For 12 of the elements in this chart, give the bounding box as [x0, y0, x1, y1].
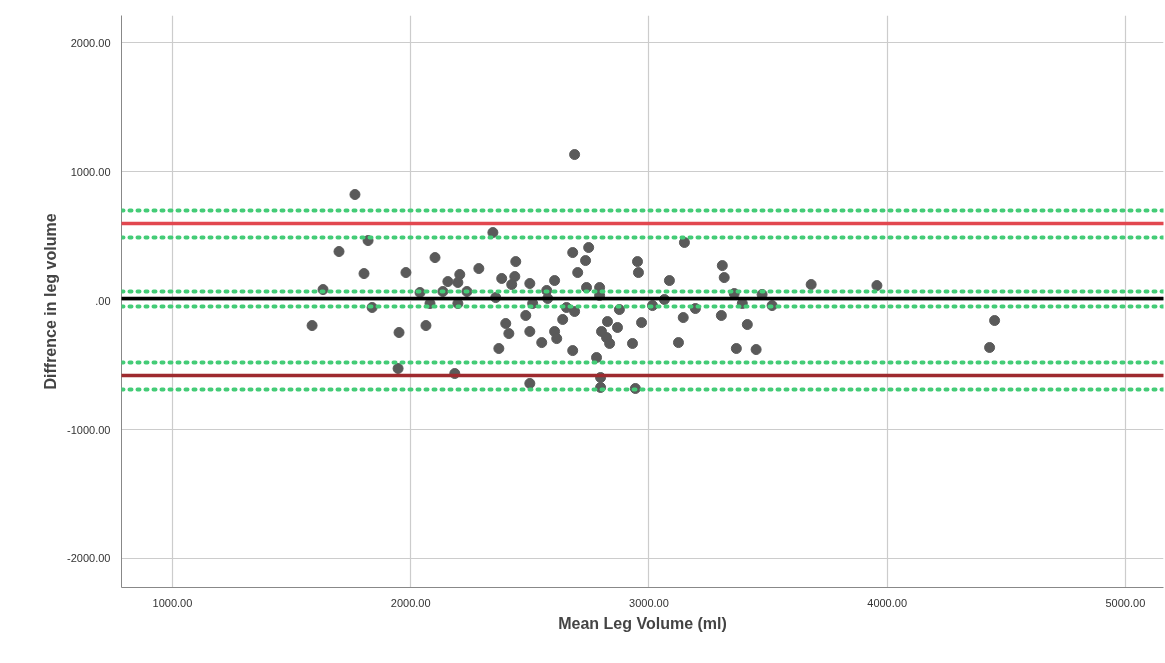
x-tick-label: 2000.00 — [390, 596, 431, 609]
y-axis-title: Diffrence in leg volume — [42, 213, 60, 390]
x-tick-label: 5000.00 — [1105, 596, 1146, 609]
y-tick-label: -2000.00 — [67, 552, 111, 565]
x-tick-label: 1000.00 — [152, 596, 193, 609]
y-tick-label: -1000.00 — [67, 423, 111, 436]
x-tick-label: 3000.00 — [629, 596, 669, 609]
x-tick-label: 4000.00 — [867, 596, 908, 609]
y-tick-label: .00 — [95, 294, 111, 307]
x-axis-title: Mean Leg Volume (ml) — [558, 614, 727, 632]
y-tick-label: 2000.00 — [70, 36, 111, 49]
y-tick-label: 1000.00 — [70, 165, 111, 178]
